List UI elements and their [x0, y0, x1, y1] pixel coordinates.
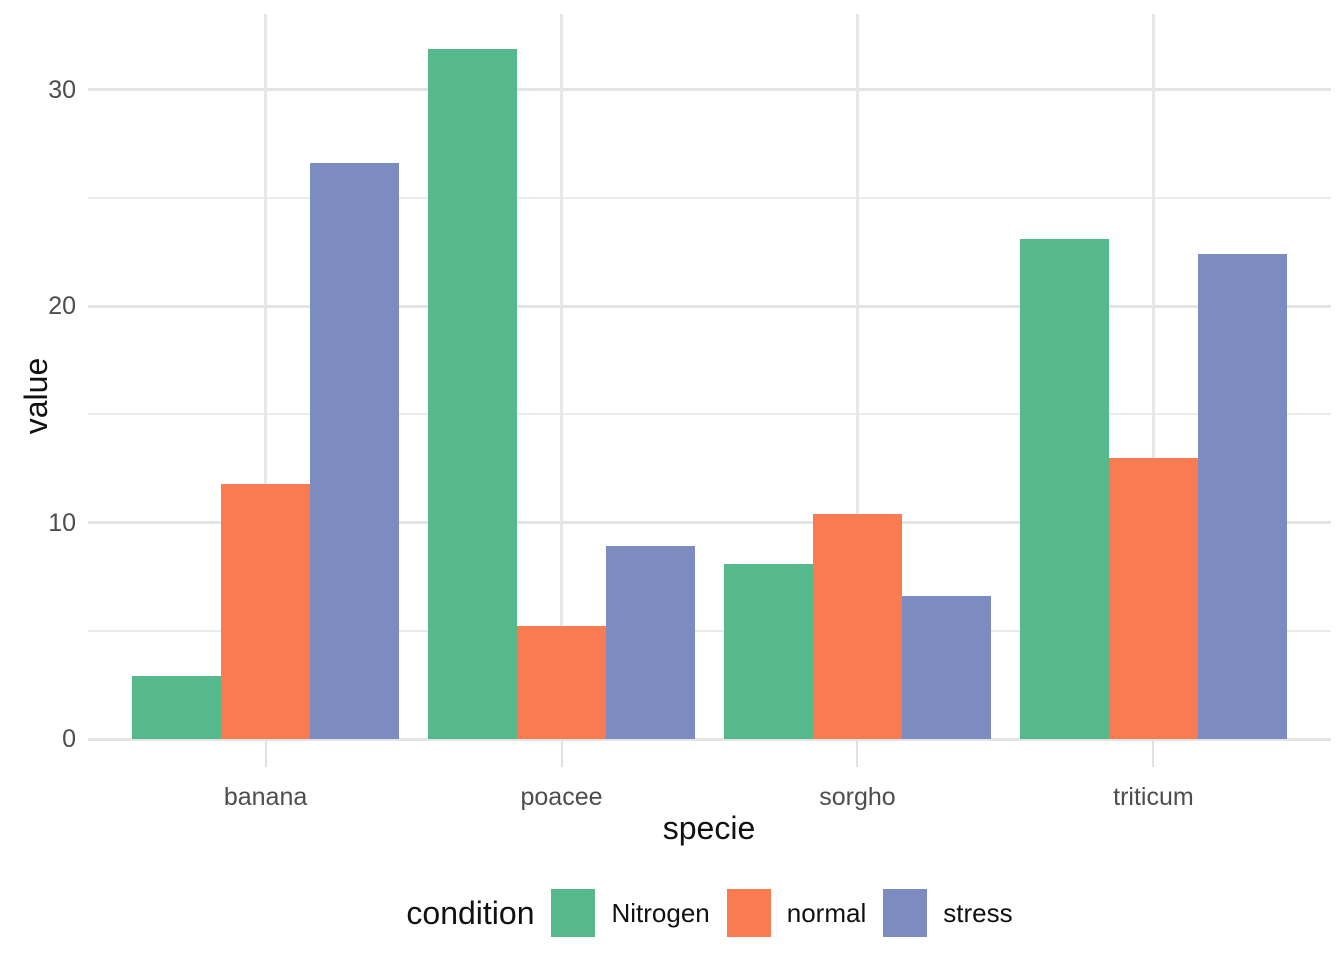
legend-swatch [883, 889, 928, 937]
bar-triticum-stress [1197, 254, 1287, 739]
vertical-gridline [855, 14, 859, 739]
x-tick-label: triticum [1113, 783, 1194, 811]
x-tick-mark [264, 741, 267, 767]
major-gridline [88, 88, 1331, 92]
x-axis-title: specie [662, 810, 756, 846]
minor-gridline [88, 196, 1331, 199]
legend-label: normal [786, 897, 867, 928]
bar-banana-normal [221, 483, 310, 739]
bar-triticum-normal [1109, 457, 1198, 739]
y-tick-label: 20 [48, 292, 76, 321]
major-gridline [88, 737, 1331, 741]
x-tick-mark [560, 741, 563, 767]
y-axis-title: value [18, 357, 54, 435]
vertical-gridline [560, 14, 564, 739]
x-tick-label: banana [223, 783, 308, 811]
vertical-gridline [264, 14, 268, 739]
legend-item: normal [726, 889, 867, 937]
x-tick-mark [1152, 741, 1155, 767]
bar-poacee-stress [605, 546, 695, 739]
bar-poacee-Nitrogen [428, 48, 518, 739]
legend-swatch [551, 889, 596, 937]
bar-poacee-normal [517, 626, 606, 739]
minor-gridline [88, 413, 1331, 416]
legend: condition Nitrogen normal stress [88, 880, 1331, 946]
x-tick-label: poacee [520, 783, 603, 811]
bar-sorgho-stress [901, 596, 991, 739]
legend-item: stress [883, 889, 1013, 937]
plot-panel [88, 14, 1331, 767]
legend-swatch [726, 889, 771, 937]
bar-sorgho-normal [813, 513, 902, 739]
bar-sorgho-Nitrogen [724, 563, 814, 739]
minor-gridline [88, 629, 1331, 632]
legend-item: Nitrogen [551, 889, 710, 937]
x-tick-label: sorgho [819, 783, 896, 811]
bar-banana-stress [309, 163, 399, 739]
bar-banana-Nitrogen [132, 676, 222, 739]
vertical-gridline [1151, 14, 1155, 739]
legend-label: Nitrogen [611, 897, 710, 928]
major-gridline [88, 521, 1331, 525]
legend-title: condition [406, 894, 535, 931]
x-tick-mark [856, 741, 859, 767]
y-tick-label: 0 [62, 725, 76, 753]
major-gridline [88, 304, 1331, 308]
bar-triticum-Nitrogen [1020, 239, 1110, 739]
y-tick-label: 30 [48, 75, 76, 104]
y-tick-label: 10 [48, 508, 76, 537]
legend-label: stress [943, 897, 1013, 928]
